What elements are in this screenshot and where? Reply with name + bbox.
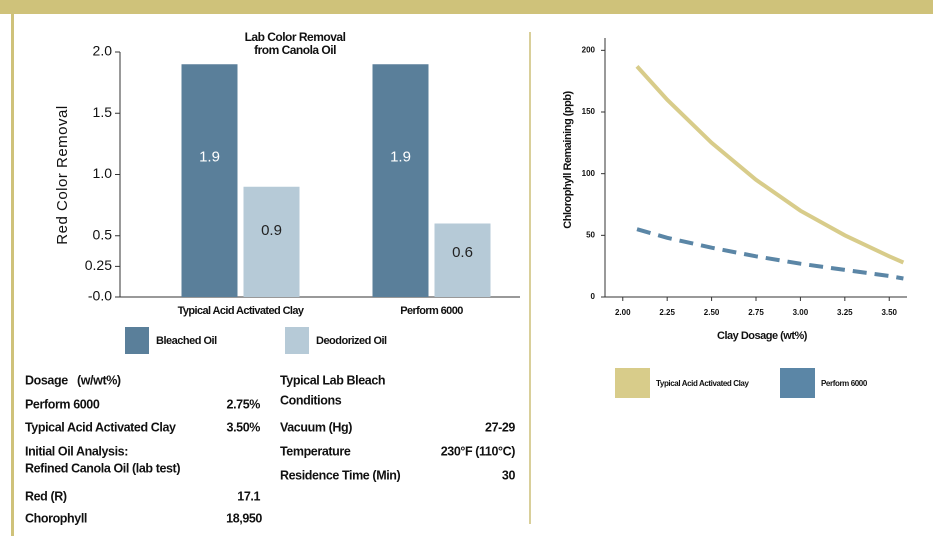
cell: 230°F (110°C): [441, 444, 516, 458]
cell: Typical Acid Activated Clay: [25, 420, 176, 434]
cell: 3.50%: [227, 420, 261, 434]
bar: [181, 64, 238, 297]
legend-label: Typical Acid Activated Clay: [656, 379, 749, 388]
cell: Red (R): [25, 489, 67, 503]
legend-label: Deodorized Oil: [316, 335, 387, 347]
cell: Vacuum (Hg): [280, 420, 352, 434]
data-label: 0.9: [261, 222, 282, 239]
legend-swatch: [615, 368, 650, 398]
table-title: Refined Canola Oil (lab test): [25, 461, 180, 475]
bleach-table: Typical Lab Bleach Conditions Vacuum (Hg…: [280, 373, 516, 482]
y-axis-label: Red Color Removal: [54, 105, 71, 244]
bar: [372, 64, 429, 297]
x-tick-label: Perform 6000: [400, 305, 463, 317]
cell: Temperature: [280, 444, 351, 458]
y-axis-label: Chlorophyll Remaining (ppb): [562, 90, 574, 228]
table-title: Dosage (w/wt%): [25, 373, 121, 387]
data-label: 0.6: [452, 244, 473, 261]
x-tick-label: 3.25: [837, 308, 853, 317]
cell: 17.1: [237, 489, 260, 503]
x-tick-label: 3.50: [881, 308, 897, 317]
legend-label: Perform 6000: [821, 379, 868, 388]
legend-swatch: [780, 368, 815, 398]
y-tick-label: 0.5: [93, 226, 113, 242]
dosage-table: Dosage (w/wt%) Perform 6000 2.75% Typica…: [25, 373, 263, 525]
bar: [243, 186, 300, 297]
y-tick-label: 1.5: [93, 104, 113, 120]
top-band: [0, 0, 933, 14]
y-tick-label: 200: [582, 45, 596, 54]
y-tick-label: 100: [582, 169, 596, 178]
cell: Residence Time (Min): [280, 468, 401, 482]
x-tick-label: 2.50: [704, 308, 720, 317]
y-tick-label: 50: [586, 230, 595, 239]
bar: [434, 223, 491, 297]
chart-title: from Canola Oil: [254, 43, 336, 57]
cell: 27-29: [485, 420, 515, 434]
chart-title: Lab Color Removal: [245, 30, 346, 44]
x-tick-label: Typical Acid Activated Clay: [178, 305, 305, 317]
legend-swatch: [285, 327, 309, 354]
line-series: [636, 227, 904, 281]
divider: [529, 32, 531, 524]
legend-label: Bleached Oil: [156, 335, 217, 347]
cell: Chorophyll: [25, 511, 87, 525]
y-tick-label: 0.25: [85, 257, 112, 273]
data-label: 1.9: [390, 148, 411, 165]
x-tick-label: 2.25: [659, 308, 675, 317]
y-tick-label: 2.0: [93, 43, 113, 59]
line-series: [635, 65, 905, 265]
table-title: Typical Lab Bleach: [280, 373, 385, 387]
y-tick-label: 0: [591, 292, 596, 301]
cell: 30: [502, 468, 516, 482]
x-tick-label: 3.00: [793, 308, 809, 317]
table-title: Initial Oil Analysis:: [25, 444, 128, 458]
y-tick-label: 150: [582, 107, 596, 116]
x-tick-label: 2.75: [748, 308, 764, 317]
legend-swatch: [125, 327, 149, 354]
x-axis-label: Clay Dosage (wt%): [717, 330, 808, 342]
cell: 2.75%: [227, 397, 261, 411]
y-tick-label: 1.0: [93, 165, 113, 181]
cell: Perform 6000: [25, 397, 100, 411]
x-tick-label: 2.00: [615, 308, 631, 317]
left-border: [11, 14, 14, 536]
cell: 18,950: [226, 511, 262, 525]
table-title: Conditions: [280, 393, 342, 407]
data-label: 1.9: [199, 148, 220, 165]
y-tick-label: -0.0: [88, 288, 112, 304]
